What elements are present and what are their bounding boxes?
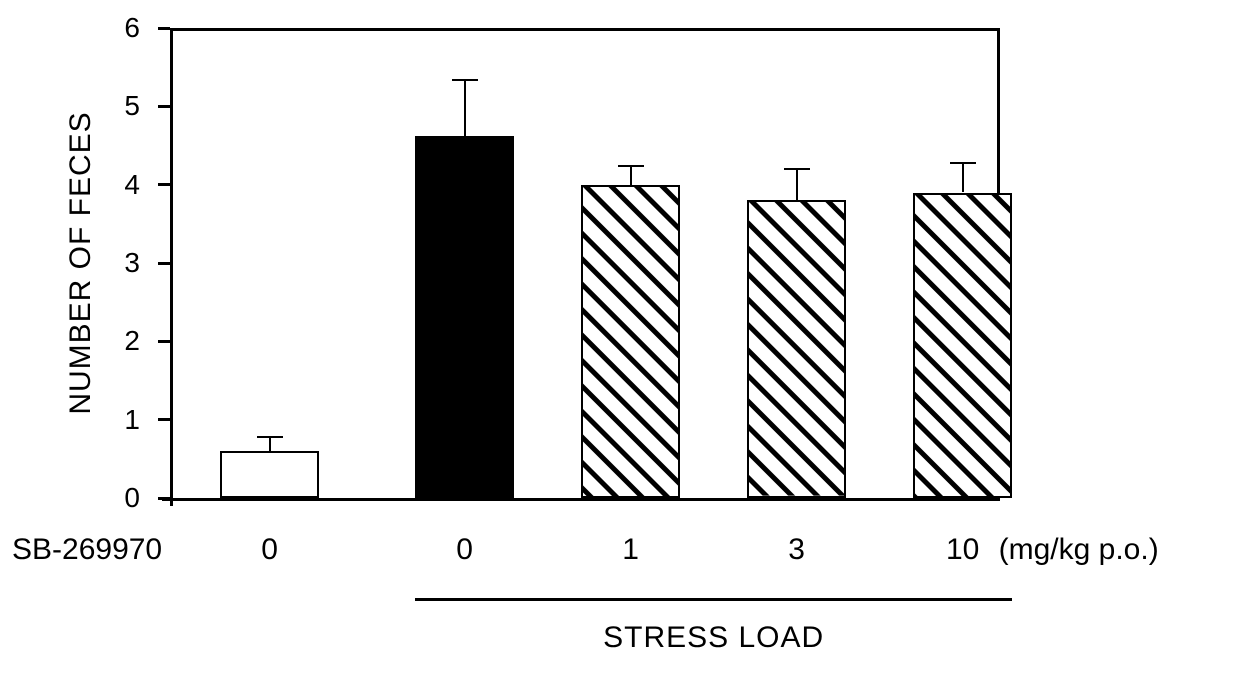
dose-label: 10: [946, 533, 979, 567]
y-axis-line: [170, 28, 173, 506]
stress-load-label: STRESS LOAD: [603, 621, 824, 655]
error-bar-cap: [784, 168, 810, 170]
y-tick: [158, 497, 170, 500]
compound-row-label: SB-269970: [12, 533, 162, 567]
y-tick-label: 4: [0, 169, 140, 201]
y-tick-label: 0: [0, 482, 140, 514]
y-tick: [158, 340, 170, 343]
bar: [913, 193, 1013, 499]
error-bar: [962, 163, 964, 193]
y-tick-label: 5: [0, 90, 140, 122]
y-tick-label: 6: [0, 12, 140, 44]
figure: NUMBER OF FECES SB-269970 (mg/kg p.o.) S…: [0, 0, 1239, 676]
y-tick: [158, 27, 170, 30]
dose-label: 3: [788, 533, 805, 567]
y-tick-label: 1: [0, 404, 140, 436]
y-tick: [158, 183, 170, 186]
y-tick: [158, 105, 170, 108]
dose-label: 0: [261, 533, 278, 567]
dose-label: 1: [622, 533, 639, 567]
y-tick-label: 3: [0, 247, 140, 279]
dose-label: 0: [456, 533, 473, 567]
error-bar: [630, 166, 632, 185]
y-tick-label: 2: [0, 325, 140, 357]
error-bar-cap: [452, 79, 478, 81]
error-bar-cap: [950, 162, 976, 164]
error-bar: [796, 169, 798, 200]
x-axis-line: [162, 498, 1000, 501]
error-bar: [464, 80, 466, 136]
y-tick: [158, 262, 170, 265]
y-tick: [158, 418, 170, 421]
error-bar-cap: [618, 165, 644, 167]
dose-unit-label: (mg/kg p.o.): [999, 533, 1159, 567]
bar: [747, 200, 847, 498]
bar: [220, 451, 320, 498]
bar: [415, 136, 515, 498]
bar: [581, 185, 681, 498]
error-bar: [269, 437, 271, 451]
error-bar-cap: [257, 436, 283, 438]
stress-load-line: [415, 598, 1013, 601]
